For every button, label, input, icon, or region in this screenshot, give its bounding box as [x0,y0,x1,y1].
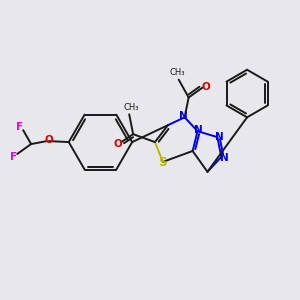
Text: F: F [10,152,17,162]
Text: CH₃: CH₃ [170,68,185,77]
Text: O: O [201,82,210,92]
Text: O: O [114,139,123,149]
Text: S: S [158,156,166,170]
Text: F: F [16,122,23,132]
Text: N: N [215,132,224,142]
Text: N: N [220,153,229,163]
Text: N: N [194,125,203,135]
Text: N: N [179,111,188,121]
Text: CH₃: CH₃ [123,103,139,112]
Text: O: O [45,135,53,145]
